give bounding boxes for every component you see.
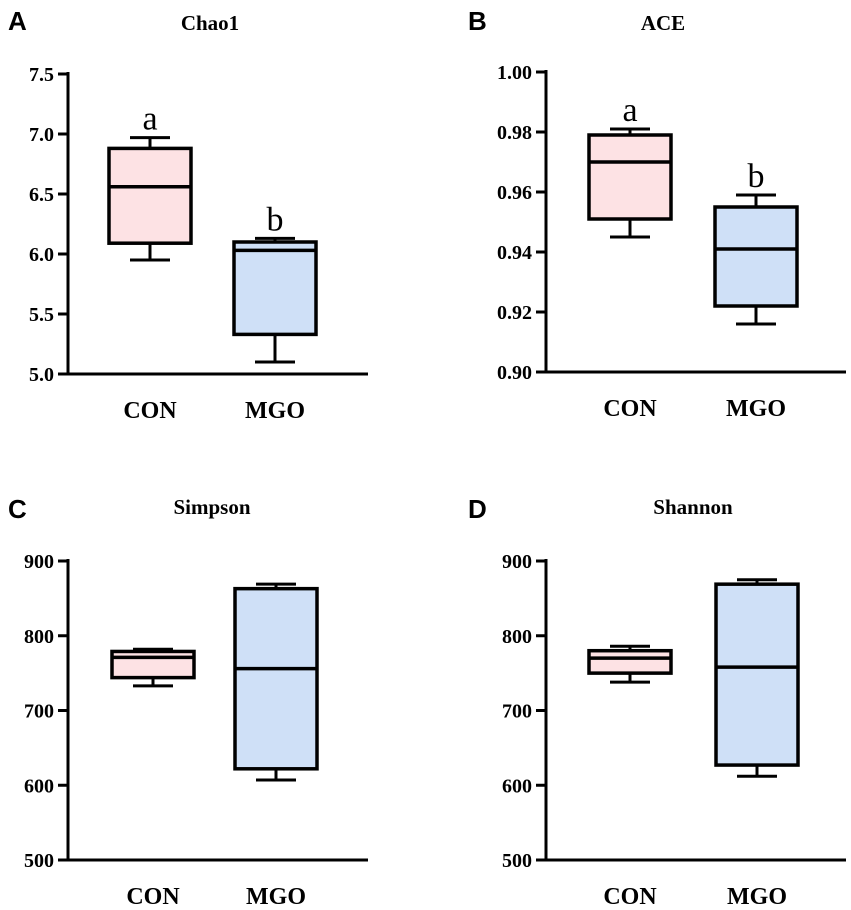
x-category-label: MGO (245, 398, 305, 424)
box-mgo (232, 240, 318, 337)
y-tick-label: 0.94 (497, 242, 532, 264)
y-tick-label: 5.5 (29, 304, 54, 326)
y-tick-label: 900 (502, 551, 532, 573)
y-tick-label: 1.00 (497, 62, 532, 84)
x-category-label: CON (603, 396, 657, 422)
significance-label-mgo: b (267, 201, 284, 238)
chart-title: Shannon (653, 495, 733, 519)
y-tick-label: 7.0 (29, 124, 54, 146)
x-category-label: MGO (246, 884, 306, 910)
panel-letter-d: D (468, 494, 487, 524)
y-tick-label: 0.90 (497, 362, 532, 384)
x-category-label: MGO (726, 396, 786, 422)
significance-label-con: a (142, 101, 157, 138)
y-tick-label: 7.5 (29, 64, 54, 86)
y-tick-label: 800 (24, 626, 54, 648)
panel-letter-c: C (8, 494, 27, 524)
significance-label-mgo: b (748, 158, 765, 195)
box-con (587, 648, 673, 675)
y-tick-label: 900 (24, 551, 54, 573)
y-tick-label: 0.96 (497, 182, 532, 204)
x-category-label: MGO (727, 884, 787, 910)
y-tick-label: 600 (502, 775, 532, 797)
y-tick-label: 700 (24, 701, 54, 723)
significance-label-con: a (622, 92, 637, 129)
y-tick-label: 0.92 (497, 302, 532, 324)
chart-title: ACE (641, 11, 685, 35)
y-tick-label: 6.0 (29, 244, 54, 266)
x-category-label: CON (126, 884, 180, 910)
panel-letter-b: B (468, 6, 487, 36)
panel-letter-a: A (8, 6, 27, 36)
y-tick-label: 700 (502, 701, 532, 723)
y-tick-label: 5.0 (29, 364, 54, 386)
box-con (110, 649, 196, 680)
y-tick-label: 600 (24, 775, 54, 797)
box-mgo (713, 205, 799, 308)
box-mgo (714, 582, 800, 767)
y-tick-label: 500 (24, 850, 54, 872)
y-tick-label: 0.98 (497, 122, 532, 144)
chart-title: Simpson (173, 495, 250, 519)
chart-title: Chao1 (181, 11, 239, 35)
y-tick-label: 6.5 (29, 184, 54, 206)
x-category-label: CON (123, 398, 177, 424)
box-mgo (233, 586, 319, 771)
box-con (587, 133, 673, 221)
box-con (107, 146, 193, 245)
y-tick-label: 500 (502, 850, 532, 872)
y-tick-label: 800 (502, 626, 532, 648)
x-category-label: CON (603, 884, 657, 910)
